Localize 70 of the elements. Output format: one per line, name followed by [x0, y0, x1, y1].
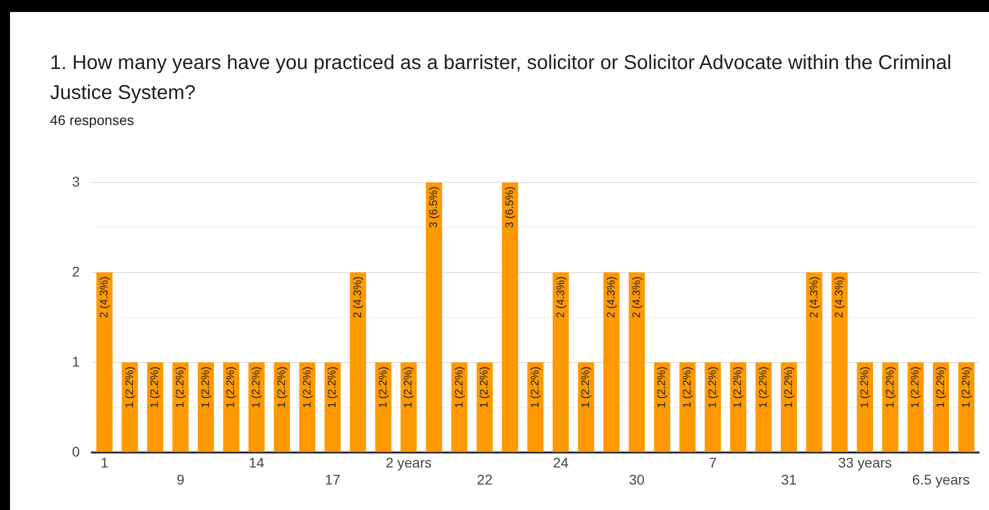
- data-label: 1 (2.2%): [858, 366, 871, 408]
- data-label: 1 (2.2%): [732, 366, 744, 408]
- y-tick-label: 2: [72, 263, 80, 280]
- bar: [832, 272, 848, 452]
- data-label: 3 (6.5%): [428, 186, 440, 228]
- bar: [476, 362, 493, 452]
- data-label: 1 (2.2%): [326, 366, 339, 408]
- x-tick-label: 14: [248, 454, 265, 471]
- bar: [552, 272, 569, 452]
- data-label: 1 (2.2%): [960, 366, 972, 408]
- chart-subtitle: 46 responses: [50, 112, 134, 128]
- data-label: 2 (4.3%): [98, 276, 110, 318]
- data-label: 1 (2.2%): [250, 366, 263, 408]
- data-label: 1 (2.2%): [200, 366, 212, 408]
- data-label: 2 (4.3%): [834, 276, 846, 318]
- x-tick-label: 1: [100, 454, 109, 471]
- x-tick-label: 9: [176, 471, 185, 488]
- data-label: 2 (4.3%): [808, 276, 820, 318]
- data-label: 1 (2.2%): [782, 366, 795, 408]
- bar: [223, 362, 240, 452]
- data-label: 3 (6.5%): [504, 186, 516, 228]
- chart-title: 1. How many years have you practiced as a barrister, solicitor or Solicitor Advocate within the Criminal Justice System?: [50, 51, 952, 106]
- data-label: 1 (2.2%): [706, 366, 719, 408]
- x-tick-label: 24: [552, 454, 569, 471]
- x-tick-label: 31: [781, 471, 797, 488]
- data-label: 2 (4.3%): [352, 276, 364, 318]
- data-label: 1 (2.2%): [149, 366, 162, 408]
- bar: [350, 272, 366, 452]
- bar: [603, 272, 620, 452]
- data-label: 1 (2.2%): [453, 366, 466, 408]
- data-label: 1 (2.2%): [529, 366, 542, 408]
- data-label: 1 (2.2%): [935, 366, 948, 408]
- bar: [426, 182, 442, 452]
- data-label: 1 (2.2%): [225, 366, 238, 408]
- data-label: 1 (2.2%): [301, 366, 314, 408]
- bar: [628, 272, 645, 452]
- data-label: 1 (2.2%): [377, 366, 390, 408]
- x-tick-label: 17: [324, 471, 341, 488]
- x-tick-label: 33 years: [838, 454, 892, 471]
- data-label: 1 (2.2%): [910, 366, 922, 408]
- data-label: 1 (2.2%): [682, 366, 694, 408]
- data-label: 1 (2.2%): [124, 366, 136, 408]
- y-tick-label: 0: [72, 443, 80, 460]
- data-label: 1 (2.2%): [656, 366, 668, 408]
- bar: [96, 272, 113, 452]
- x-tick-label: 2 years: [386, 454, 432, 471]
- x-tick-label: 30: [629, 471, 645, 488]
- bar: [299, 362, 316, 452]
- data-label: 1 (2.2%): [580, 366, 592, 408]
- data-label: 1 (2.2%): [174, 366, 187, 408]
- bar: [882, 362, 898, 452]
- bar: [730, 362, 746, 452]
- bar: [958, 362, 974, 452]
- data-label: 1 (2.2%): [276, 366, 288, 408]
- data-label: 2 (4.3%): [605, 276, 618, 318]
- y-tick-label: 1: [72, 353, 80, 370]
- data-label: 2 (4.3%): [630, 276, 643, 318]
- bar: [502, 182, 518, 452]
- bar: [122, 362, 138, 452]
- y-tick-label: 3: [72, 173, 80, 190]
- bar: [375, 362, 392, 452]
- data-label: 1 (2.2%): [402, 366, 415, 408]
- x-tick-label: 7: [708, 454, 717, 471]
- data-label: 1 (2.2%): [478, 366, 491, 408]
- data-label: 2 (4.3%): [554, 276, 567, 318]
- bar: [806, 272, 822, 452]
- x-tick-label: 22: [476, 471, 493, 488]
- data-label: 1 (2.2%): [758, 366, 770, 408]
- data-label: 1 (2.2%): [884, 366, 896, 408]
- x-tick-label: 6.5 years: [912, 471, 970, 488]
